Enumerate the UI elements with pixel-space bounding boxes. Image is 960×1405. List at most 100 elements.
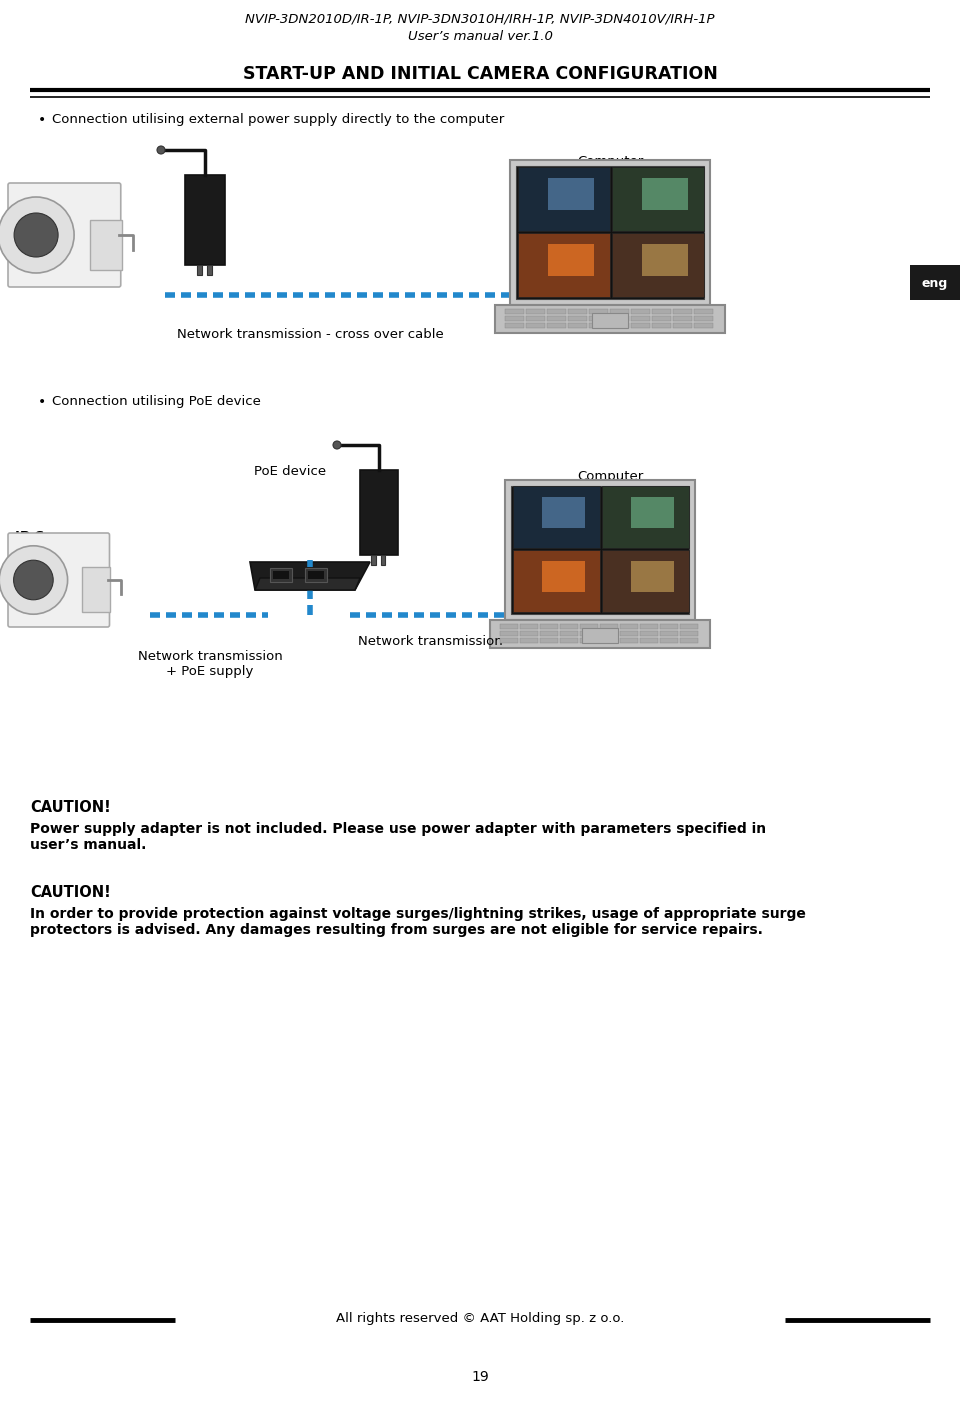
Bar [582,628,618,643]
Circle shape [14,214,59,257]
Bar [520,638,538,643]
Bar [660,631,678,636]
Bar [360,471,398,555]
Bar [207,266,212,275]
Bar [640,624,658,629]
Bar [580,624,598,629]
Bar [589,309,608,313]
Bar [589,316,608,320]
Bar [505,309,524,313]
Bar [381,555,386,565]
Bar [490,620,710,648]
Bar [540,638,558,643]
Bar [631,309,650,313]
Text: User’s manual ver.1.0: User’s manual ver.1.0 [408,30,552,44]
Bar [185,176,225,266]
Bar [526,316,545,320]
Bar [273,570,289,579]
Text: IP Camera: IP Camera [15,530,91,542]
Bar [526,309,545,313]
Bar [642,178,688,209]
Polygon shape [255,577,360,590]
Bar [560,631,578,636]
Bar [660,624,678,629]
Circle shape [0,197,74,273]
Bar [520,631,538,636]
Bar [505,316,524,320]
Text: eng: eng [922,277,948,289]
Bar [547,309,566,313]
Bar [652,309,671,313]
Bar [500,624,518,629]
Bar [600,638,618,643]
Text: Computer: Computer [577,155,643,169]
Bar [547,316,566,320]
Text: IP Camera: IP Camera [15,183,91,195]
Bar [631,561,674,592]
Bar [548,178,594,209]
FancyBboxPatch shape [8,532,109,627]
Bar [673,309,692,313]
Bar [197,266,202,275]
Bar [518,167,610,230]
Text: Connection utilising external power supply directly to the computer: Connection utilising external power supp… [52,112,504,126]
Bar [602,486,689,548]
Text: PoE device: PoE device [254,465,326,478]
Bar [540,624,558,629]
Text: All rights reserved © AAT Holding sp. z o.o.: All rights reserved © AAT Holding sp. z … [336,1312,624,1325]
Text: Network transmission: Network transmission [358,635,502,648]
Bar [652,323,671,327]
Bar [547,323,566,327]
Polygon shape [250,562,370,590]
Bar [631,316,650,320]
Bar [510,160,710,305]
Bar [640,631,658,636]
Bar [516,166,704,299]
Bar [305,568,327,582]
Text: CAUTION!: CAUTION! [30,885,110,901]
Bar [540,631,558,636]
Text: •: • [38,395,46,409]
Bar [580,638,598,643]
Bar [610,323,629,327]
Bar [505,481,695,620]
Bar [694,316,713,320]
Bar [592,313,628,327]
Bar [694,323,713,327]
Bar [642,244,688,275]
Text: 19: 19 [471,1370,489,1384]
Bar [680,638,698,643]
Bar [610,309,629,313]
Bar [600,624,618,629]
Bar [589,323,608,327]
Text: Power supply adapter is not included. Please use power adapter with parameters s: Power supply adapter is not included. Pl… [30,822,766,853]
Bar [673,316,692,320]
Bar [495,305,725,333]
Bar [631,323,650,327]
Text: NVIP-3DN2010D/IR-1P, NVIP-3DN3010H/IRH-1P, NVIP-3DN4010V/IRH-1P: NVIP-3DN2010D/IR-1P, NVIP-3DN3010H/IRH-1… [245,13,715,25]
Bar [89,221,122,270]
Bar [610,316,629,320]
Bar [660,638,678,643]
Bar [542,497,585,528]
Bar [910,266,960,301]
Text: Computer: Computer [577,471,643,483]
Circle shape [333,441,341,450]
Bar [82,566,110,611]
Circle shape [0,545,67,614]
Bar [500,638,518,643]
Bar [526,323,545,327]
Bar [620,624,638,629]
Bar [513,486,600,548]
Bar [568,323,587,327]
Bar [580,631,598,636]
Bar [511,486,689,614]
Bar [602,549,689,613]
Bar [542,561,585,592]
Bar [620,631,638,636]
Text: Network transmission - cross over cable: Network transmission - cross over cable [177,327,444,341]
Text: START-UP AND INITIAL CAMERA CONFIGURATION: START-UP AND INITIAL CAMERA CONFIGURATIO… [243,65,717,83]
Bar [620,638,638,643]
Bar [680,631,698,636]
Bar [600,631,618,636]
